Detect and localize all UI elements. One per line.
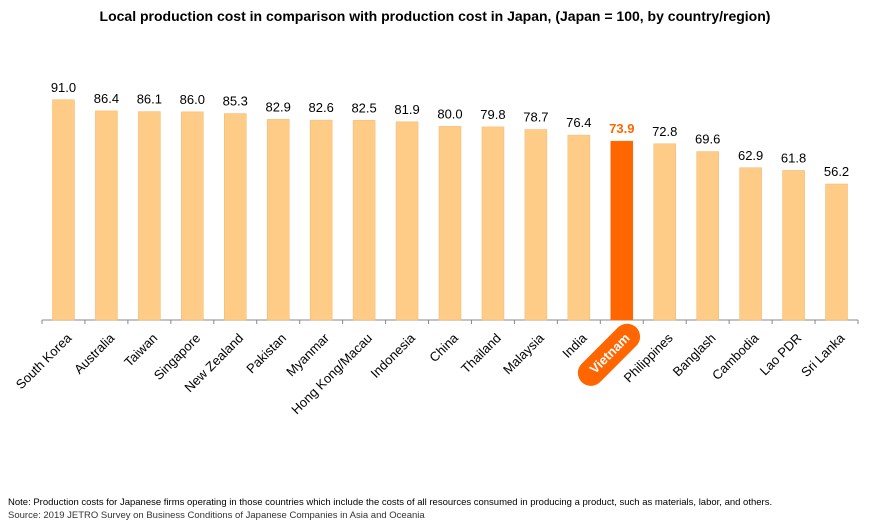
bar-philippines	[653, 143, 676, 321]
bar-hong-kong-macau	[352, 120, 376, 321]
bar-china	[438, 126, 462, 321]
x-tick-label: Cambodia	[709, 330, 762, 383]
bar-taiwan	[138, 111, 161, 321]
bar-vietnam	[610, 140, 634, 321]
x-tick-label: South Korea	[13, 330, 75, 392]
data-label: 82.6	[309, 100, 334, 115]
data-label: 82.9	[266, 99, 291, 114]
bar-chart: 91.0 South Korea 86.4 Australia 86.1 Taiwan 86…	[13, 80, 859, 417]
data-label: 86.1	[137, 92, 162, 107]
data-label: 86.4	[94, 91, 119, 106]
bar-thailand	[481, 126, 505, 321]
data-label: 85.3	[223, 94, 248, 109]
source-text: Source: 2019 JETRO Survey on Business Co…	[8, 510, 425, 521]
bar-banglash	[696, 151, 719, 321]
x-tick-label: Australia	[71, 330, 118, 377]
data-label: 78.7	[523, 110, 548, 125]
bar-singapore	[181, 111, 204, 321]
bar-south-korea	[52, 99, 75, 321]
bar-lao-pdr	[782, 170, 805, 321]
x-tick-label: Indonesia	[368, 330, 419, 381]
data-label: 86.0	[180, 92, 205, 107]
bar-myanmar	[309, 119, 333, 321]
x-tick-label: Taiwan	[121, 330, 160, 369]
data-label: 73.9	[609, 121, 634, 136]
x-tick-label: Lao PDR	[757, 330, 805, 378]
chart-title: Local production cost in comparison with…	[99, 8, 771, 24]
x-tick-label: China	[426, 330, 461, 365]
x-tick-label: Pakistan	[243, 330, 289, 376]
data-label: 79.8	[480, 107, 505, 122]
bar-sri-lanka	[825, 183, 848, 321]
bar-indonesia	[395, 121, 419, 321]
bar-cambodia	[739, 167, 762, 321]
x-tick-label: Sri Lanka	[798, 330, 848, 380]
x-tick-label: Hong Kong/Macau	[288, 330, 375, 417]
x-tick-label: Thailand	[458, 330, 504, 376]
x-tick-label: Malaysia	[500, 330, 547, 377]
data-label: 91.0	[51, 80, 76, 95]
bar-australia	[95, 110, 118, 321]
bar-malaysia	[524, 129, 548, 321]
footnote: Note: Production costs for Japanese firm…	[8, 497, 773, 508]
bar-india	[567, 134, 591, 321]
data-label: 81.9	[394, 102, 419, 117]
data-label: 61.8	[781, 150, 806, 165]
data-label: 72.8	[652, 124, 677, 139]
data-label: 82.5	[351, 100, 376, 115]
data-label: 80.0	[437, 106, 462, 121]
data-label: 69.6	[695, 132, 720, 147]
highlight-pill	[577, 323, 641, 386]
bar-new-zealand	[224, 113, 247, 321]
bar-pakistan	[266, 119, 290, 321]
data-label: 76.4	[566, 115, 591, 130]
x-tick-label: India	[559, 330, 590, 361]
data-label: 56.2	[824, 164, 849, 179]
data-label: 62.9	[738, 148, 763, 163]
